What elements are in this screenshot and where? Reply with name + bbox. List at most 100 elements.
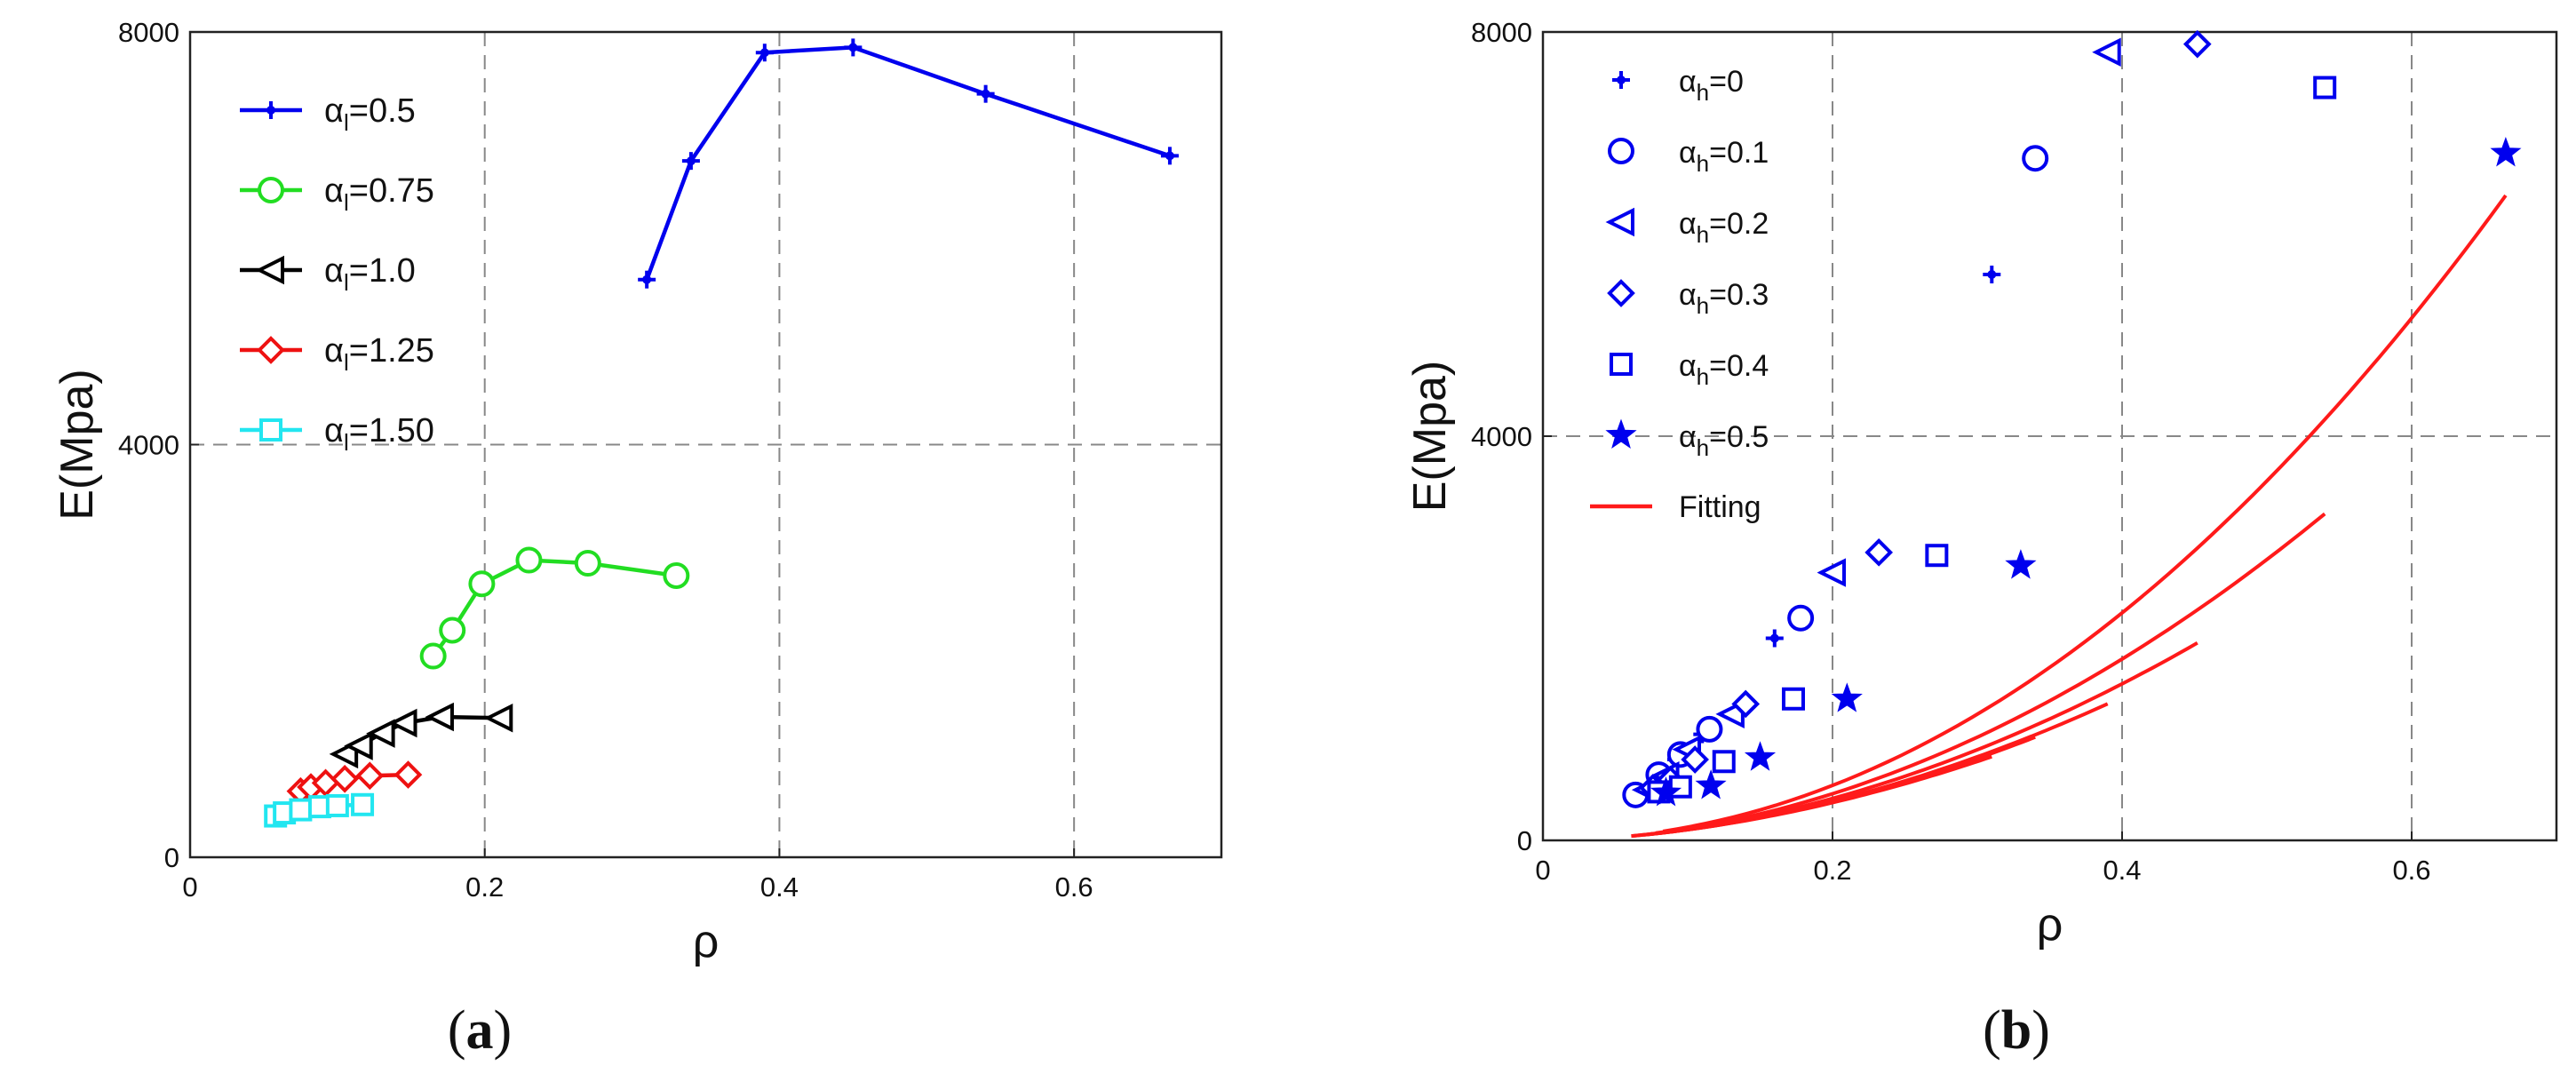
data-point-4-2 [1712,750,1736,774]
x-axis-label: ρ [693,916,720,967]
data-point-1-1 [439,617,466,644]
fit-curve-3 [1650,640,2198,836]
data-point-0-5 [1983,266,2001,283]
panel-caption-b: (b) [1983,1000,2050,1061]
panel-caption-a: (a) [448,1000,512,1061]
y-tick-label-2: 8000 [118,17,179,48]
data-point-3-4 [355,761,385,791]
legend-marker-0 [262,101,280,119]
y-axis-label: E(Mpa) [1404,361,1456,512]
data-point-0-5 [1160,147,1179,165]
data-point-3-3 [1731,689,1761,719]
data-point-1-5 [663,561,690,589]
data-point-1-5 [2022,145,2049,172]
legend-label-2: αl=1.0 [324,252,416,296]
data-point-3-2 [1681,745,1709,774]
y-tick-label-0: 0 [164,842,179,873]
chart-panel-b: 0 0.2 0.4 0.6040008000ρE(Mpa)αh=0αh=0.1αh=0… [1404,17,2558,951]
data-point-2-4 [425,702,454,732]
series-line-1 [431,558,677,657]
data-point-0-1 [681,152,700,171]
data-point-2-5 [483,703,513,733]
data-point-4-4 [325,793,349,817]
data-point-5-5 [2490,137,2522,167]
series-1 [1622,145,2049,808]
y-tick-label-1: 4000 [1471,421,1532,452]
legend-marker-0 [1612,71,1630,89]
data-point-5-2 [1744,741,1777,771]
data-point-1-3 [515,546,543,574]
data-point-4-5 [351,792,375,816]
data-point-2-4 [1817,558,1846,587]
data-point-5-4 [2005,549,2037,579]
x-tick-label-2: 0.4 [760,871,799,903]
series-1 [419,546,690,670]
series-2 [329,702,513,769]
data-point-2-1 [344,731,373,760]
data-point-1-4 [1787,604,1815,632]
data-point-5-3 [1831,682,1863,712]
y-tick-label-2: 8000 [1471,17,1532,48]
y-axis-label: E(Mpa) [52,369,103,520]
legend-marker-2 [1605,207,1634,237]
series-4 [264,792,375,828]
legend-label-4: αl=1.50 [324,412,434,456]
legend-marker-2 [255,255,284,285]
x-tick-label-1: 0.2 [465,871,504,903]
data-point-2-5 [2092,37,2121,67]
x-tick-label-3: 0.6 [1055,871,1093,903]
data-point-3-4 [1864,537,1893,567]
legend-label-2: αh=0.2 [1679,207,1769,248]
legend-label-0: αl=0.5 [324,92,416,136]
data-point-0-3 [844,38,863,57]
data-point-1-2 [468,570,496,598]
data-point-2-3 [388,708,417,738]
legend-label-fitting: Fitting [1679,490,1761,524]
series-0 [638,38,1179,289]
data-point-1-3 [1696,715,1723,743]
legend-label-4: αh=0.4 [1679,349,1769,390]
data-point-3-3 [330,764,359,793]
data-point-0-4 [1765,629,1784,648]
data-point-1-4 [574,550,601,577]
data-point-4-5 [2313,76,2337,99]
data-point-3-5 [394,760,423,789]
data-point-1-0 [419,642,447,670]
fit-curve-4 [1655,512,2326,835]
data-point-2-2 [366,719,395,748]
legend-marker-3 [257,336,285,364]
legend-label-1: αh=0.1 [1679,136,1769,177]
data-point-3-5 [2182,29,2212,59]
chart-panel-a: 0 0.2 0.4 0.6040008000ρE(Mpa)αl=0.5αl=0.75α… [52,17,1223,967]
legend-marker-4 [1610,353,1633,376]
x-tick-label-3: 0.6 [2392,855,2430,886]
data-point-5-0 [1650,776,1682,807]
legend: αh=0 αh=0.1 αh=0.2 αh=0.3 αh=0.4 αh=0.5 Fittin… [1590,65,1769,524]
data-point-0-4 [976,84,995,103]
legend: αl=0.5 αl=0.75 αl=1.0 αl=1.25 αl=1.50 [240,92,434,456]
legend-marker-3 [1607,279,1635,307]
legend-label-1: αl=0.75 [324,172,434,216]
data-point-4-2 [289,798,313,822]
data-point-0-2 [755,44,774,62]
legend-marker-1 [1608,138,1634,164]
y-tick-label-1: 4000 [118,430,179,461]
series-5 [1650,137,2522,807]
data-point-0-0 [638,270,656,289]
fit-curve-5 [1662,194,2508,833]
series-3 [286,760,423,806]
legend-marker-5 [1605,418,1637,449]
legend-marker-4 [259,418,282,442]
y-tick-label-0: 0 [1517,825,1532,856]
x-tick-label-2: 0.4 [2103,855,2141,886]
data-point-4-3 [1781,687,1805,711]
data-point-5-1 [1695,769,1727,800]
data-point-4-4 [1925,544,1949,568]
x-tick-label-1: 0.2 [1813,855,1851,886]
legend-label-3: αl=1.25 [324,332,434,376]
x-tick-label-0: 0 [1535,855,1550,886]
series-0 [1625,266,2001,803]
legend-label-0: αh=0 [1679,65,1744,106]
series-line-0 [645,45,1171,281]
